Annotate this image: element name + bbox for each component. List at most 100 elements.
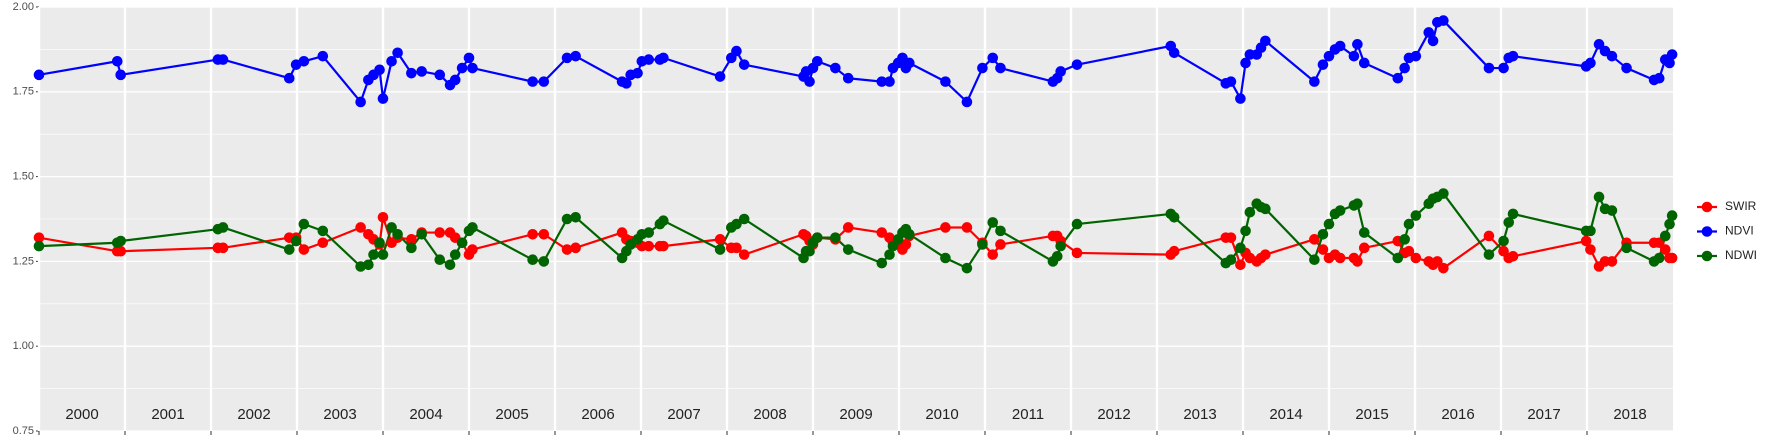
data-point — [1317, 244, 1329, 255]
data-point — [298, 244, 310, 255]
data-point — [1585, 225, 1596, 237]
data-point — [884, 249, 895, 260]
data-point — [1423, 27, 1435, 38]
data-point — [1666, 49, 1678, 60]
data-point — [830, 232, 841, 243]
data-point — [1659, 230, 1671, 242]
data-point — [368, 249, 379, 260]
data-point — [33, 240, 45, 252]
data-point — [1399, 62, 1410, 74]
data-point — [1498, 235, 1509, 247]
data-point — [632, 67, 643, 79]
data-point — [1438, 15, 1449, 26]
data-point — [658, 52, 669, 64]
data-point — [1051, 251, 1063, 262]
data-point — [1403, 218, 1415, 230]
data-point — [463, 52, 475, 64]
legend-label: NDVI — [1725, 224, 1754, 238]
legend-marker — [1701, 250, 1713, 262]
data-point — [1483, 249, 1495, 260]
data-point — [1055, 240, 1066, 252]
data-point — [1071, 247, 1083, 259]
data-point — [570, 212, 581, 223]
data-point — [987, 217, 999, 228]
data-point — [1225, 76, 1237, 87]
data-point — [386, 55, 397, 67]
data-point — [317, 237, 329, 249]
data-point — [561, 213, 573, 225]
data-point — [977, 62, 988, 74]
data-point — [467, 62, 478, 74]
data-point — [1392, 252, 1404, 264]
data-point — [738, 249, 750, 260]
data-point — [1410, 210, 1422, 221]
data-point — [1659, 244, 1671, 255]
data-point — [842, 244, 854, 255]
x-tick-label: 2018 — [1613, 406, 1646, 423]
data-point — [386, 222, 397, 233]
data-point — [1348, 50, 1360, 62]
data-point — [416, 66, 428, 77]
data-point — [317, 50, 329, 62]
data-point — [1399, 234, 1410, 245]
data-point — [977, 239, 988, 250]
data-point — [1168, 47, 1180, 59]
data-point — [995, 225, 1006, 237]
data-point — [538, 256, 550, 267]
data-point — [283, 244, 295, 255]
data-point — [1621, 62, 1632, 74]
x-tick-label: 2011 — [1012, 406, 1044, 423]
data-point — [33, 69, 45, 81]
data-point — [538, 76, 550, 87]
x-tick-label: 2002 — [237, 406, 270, 423]
data-point — [527, 254, 538, 266]
x-tick-label: 2001 — [151, 406, 184, 423]
data-point — [1410, 252, 1422, 264]
data-point — [1317, 59, 1329, 70]
data-point — [33, 232, 45, 243]
data-point — [217, 222, 229, 233]
data-point — [643, 240, 655, 252]
y-tick-label: 2.00 — [13, 1, 34, 13]
x-tick-label: 2003 — [323, 406, 356, 423]
data-point — [298, 218, 310, 230]
x-tick-label: 2007 — [667, 406, 700, 423]
data-point — [434, 254, 446, 266]
data-point — [217, 54, 229, 65]
data-point — [355, 222, 366, 233]
data-point — [449, 74, 461, 86]
y-tick-label: 1.25 — [13, 255, 34, 267]
data-point — [1666, 252, 1678, 264]
data-point — [1593, 191, 1605, 203]
data-point — [1410, 50, 1422, 62]
data-point — [1055, 66, 1066, 77]
data-point — [1309, 76, 1320, 87]
data-point — [217, 242, 229, 254]
data-point — [1507, 251, 1519, 262]
data-point — [1309, 234, 1320, 245]
data-point — [1352, 39, 1363, 50]
x-tick-label: 2000 — [65, 406, 98, 423]
x-tick-label: 2008 — [753, 406, 786, 423]
data-point — [1580, 235, 1592, 247]
data-point — [812, 55, 823, 67]
data-point — [714, 244, 726, 255]
data-point — [1260, 249, 1271, 260]
data-point — [1225, 254, 1237, 266]
y-tick-label: 1.50 — [13, 171, 34, 183]
data-point — [1664, 218, 1675, 230]
data-point — [714, 234, 726, 245]
data-point — [1483, 62, 1495, 74]
data-point — [1358, 57, 1370, 69]
data-point — [406, 242, 417, 254]
data-point — [406, 67, 417, 79]
data-point — [115, 69, 126, 81]
y-tick-label: 0.75 — [13, 425, 34, 437]
data-point — [1323, 50, 1335, 62]
y-tick-label: 1.75 — [13, 86, 34, 98]
data-point — [570, 50, 581, 62]
data-point — [1358, 242, 1370, 254]
data-point — [621, 78, 632, 89]
data-point — [1260, 203, 1271, 215]
x-tick-label: 2009 — [839, 406, 872, 423]
